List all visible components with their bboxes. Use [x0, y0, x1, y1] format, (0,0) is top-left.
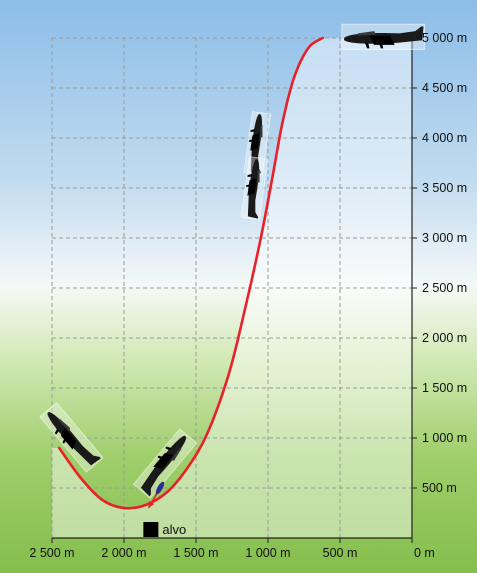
y-tick-label: 5 000 m: [422, 31, 467, 45]
y-tick-label: 3 000 m: [422, 231, 467, 245]
y-tick-label: 4 000 m: [422, 131, 467, 145]
aircraft-wing: [153, 453, 174, 469]
aircraft-icon: [240, 156, 269, 221]
x-tick-label: 1 500 m: [173, 546, 218, 560]
aircraft-gear: [248, 129, 256, 142]
bomb-icon: [155, 481, 165, 495]
aircraft-gear: [157, 446, 172, 460]
aircraft-icon: [243, 111, 272, 176]
flight-path-line: [57, 36, 324, 510]
aircraft-wing: [247, 178, 257, 196]
y-tick-label: 2 500 m: [422, 281, 467, 295]
aircraft-canopy: [58, 418, 71, 432]
y-tick-label: 500 m: [422, 481, 457, 495]
aircraft-gear: [246, 174, 253, 187]
x-tick-label: 1 000 m: [245, 546, 290, 560]
aircraft-canopy: [259, 124, 263, 139]
x-tick-label: 0 m: [414, 546, 435, 560]
aircraft-canopy: [256, 169, 260, 184]
aircraft-icon: [132, 428, 198, 499]
target-square-icon: [143, 522, 159, 537]
y-tick-label: 2 000 m: [422, 331, 467, 345]
aircraft-gear: [364, 42, 384, 49]
y-tick-label: 3 500 m: [422, 181, 467, 195]
y-tick-label: 4 500 m: [422, 81, 467, 95]
bomb-arrowhead: [148, 501, 155, 508]
bomb-body: [155, 481, 165, 495]
aircraft-wing: [250, 133, 260, 151]
aircraft-canopy: [170, 447, 182, 461]
aircraft-wing: [369, 35, 395, 45]
aircraft-canopy: [357, 31, 377, 36]
flight-envelope-panel: [52, 38, 412, 538]
x-tick-label: 500 m: [323, 546, 358, 560]
y-tick-label: 1 000 m: [422, 431, 467, 445]
aircraft-gear: [54, 428, 67, 444]
aircraft-icon: [341, 23, 426, 50]
aircraft-icon: [39, 402, 104, 473]
y-tick-label: 1 500 m: [422, 381, 467, 395]
aircraft-fuselage: [344, 26, 424, 44]
aircraft-fuselage: [47, 411, 101, 466]
x-tick-label: 2 000 m: [101, 546, 146, 560]
aircraft-wing: [60, 427, 77, 450]
target-label: alvo: [162, 522, 186, 537]
x-tick-label: 2 500 m: [29, 546, 74, 560]
